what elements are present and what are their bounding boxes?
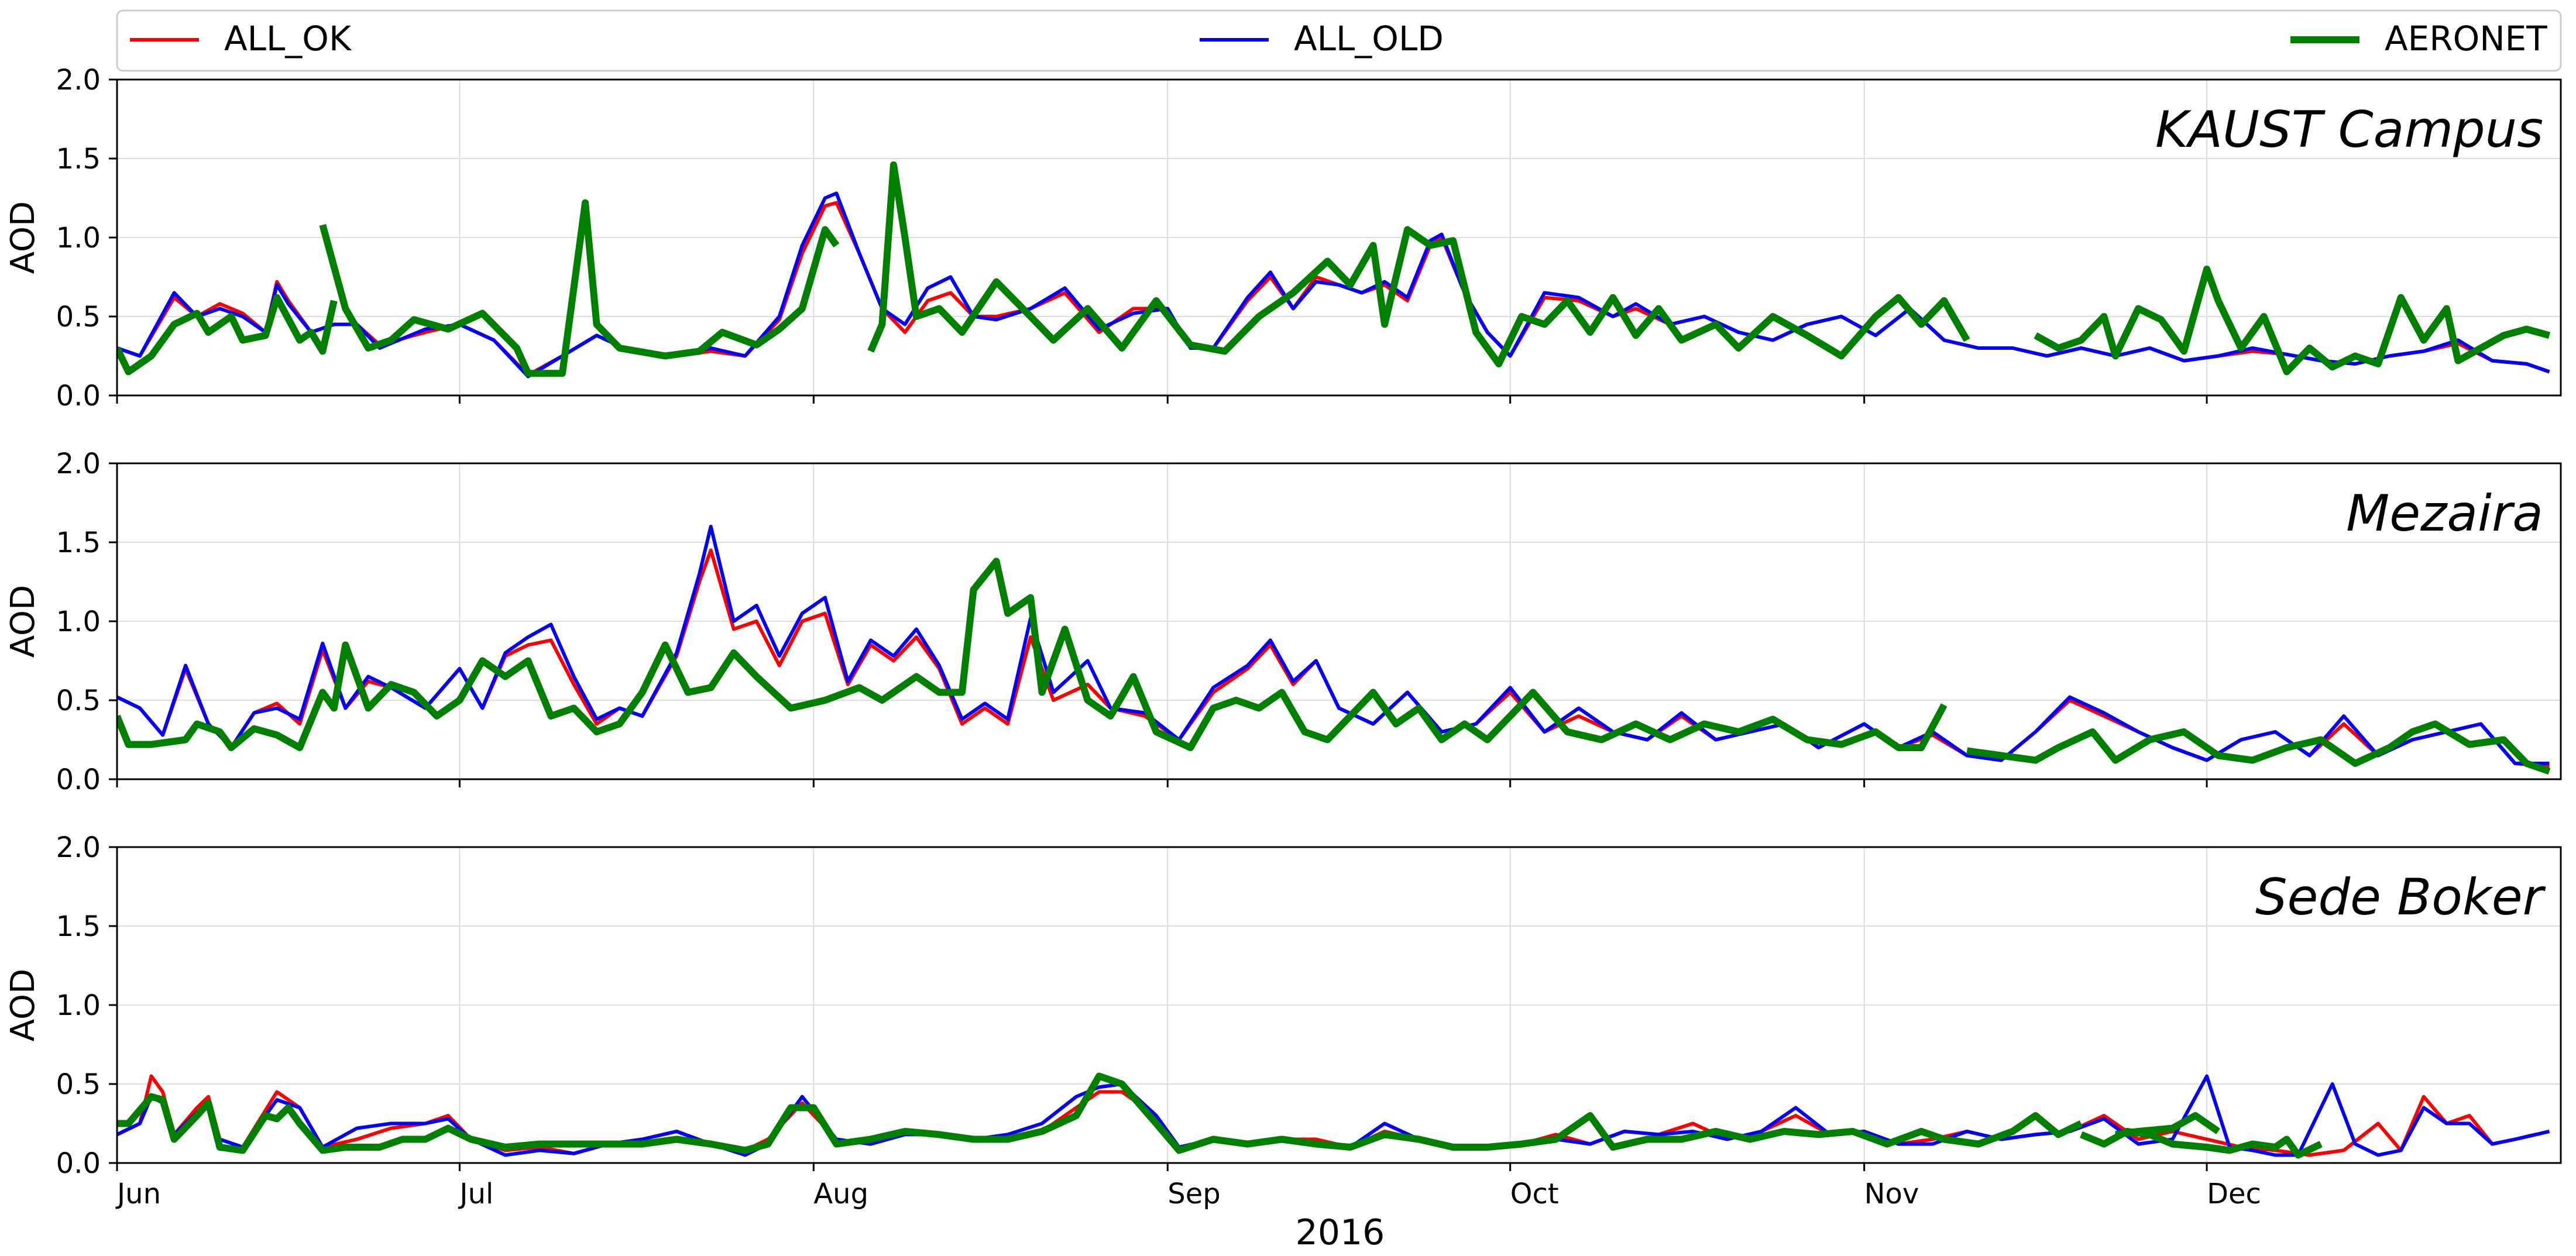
panel-title: KAUST Campus: [2155, 101, 2543, 159]
panel-kaust-campus: 0.0 0.5 1.0 1.5 2.0 AOD KAUST Campus: [4, 64, 2562, 412]
y-tick-label: 1.5: [56, 910, 101, 943]
panel-title: Mezaira: [2346, 484, 2543, 543]
y-axis-label: AOD: [4, 969, 42, 1042]
series-line-aeronet: [867, 161, 1970, 367]
month-label: Aug: [813, 1178, 868, 1210]
legend-frame: [116, 9, 2562, 72]
y-tick-label: 2.0: [56, 831, 101, 864]
y-tick-label: 0.0: [56, 1147, 101, 1180]
y-tick-label: 0.5: [56, 684, 101, 717]
y-axis-label: AOD: [4, 585, 42, 658]
series-line-aeronet: [117, 558, 1948, 751]
y-tick-label: 0.0: [56, 380, 101, 412]
y-tick-label: 0.5: [56, 1068, 101, 1101]
y-tick-label: 0.0: [56, 763, 101, 796]
y-tick-label: 2.0: [56, 64, 101, 97]
series-line-aeronet: [319, 199, 840, 377]
legend-label-all-old: ALL_OLD: [1294, 19, 1444, 59]
x-tick-labels: Jun Jul Aug Sep Oct Nov Dec: [115, 1178, 2261, 1210]
y-tick-label: 1.0: [56, 989, 101, 1022]
series-line-aeronet: [117, 1072, 2083, 1154]
series-line-aeronet: [2080, 1128, 2323, 1159]
y-tick-label: 2.0: [56, 448, 101, 480]
panel-mezaira: 0.0 0.5 1.0 1.5 2.0 AOD Mezaira: [4, 448, 2562, 796]
series-line-all-old: [117, 525, 2550, 765]
legend-label-all-ok: ALL_OK: [224, 19, 352, 59]
series-line-aeronet: [1966, 720, 2551, 775]
y-tick-label: 0.5: [56, 301, 101, 333]
month-label: Jun: [115, 1178, 161, 1210]
y-tick-label: 1.0: [56, 222, 101, 254]
month-label: Dec: [2207, 1178, 2261, 1210]
series-line-aeronet: [2034, 266, 2551, 376]
month-label: Oct: [1510, 1178, 1559, 1210]
y-tick-label: 1.0: [56, 605, 101, 638]
legend-label-aeronet: AERONET: [2385, 19, 2547, 59]
y-tick-label: 1.5: [56, 527, 101, 559]
month-label: Sep: [1167, 1178, 1220, 1210]
x-axis-label: 2016: [1296, 1212, 1385, 1253]
y-axis-label: AOD: [4, 201, 42, 274]
month-label: Nov: [1864, 1178, 1919, 1210]
panel-sede-boker: 0.0 0.5 1.0 1.5 2.0 AOD Sede Boker: [4, 831, 2562, 1180]
legend: ALL_OK ALL_OLD AERONET: [116, 9, 2562, 72]
y-tick-label: 1.5: [56, 143, 101, 176]
series-line-aeronet: [117, 294, 338, 376]
month-label: Jul: [458, 1178, 493, 1210]
panel-title: Sede Boker: [2255, 868, 2546, 927]
